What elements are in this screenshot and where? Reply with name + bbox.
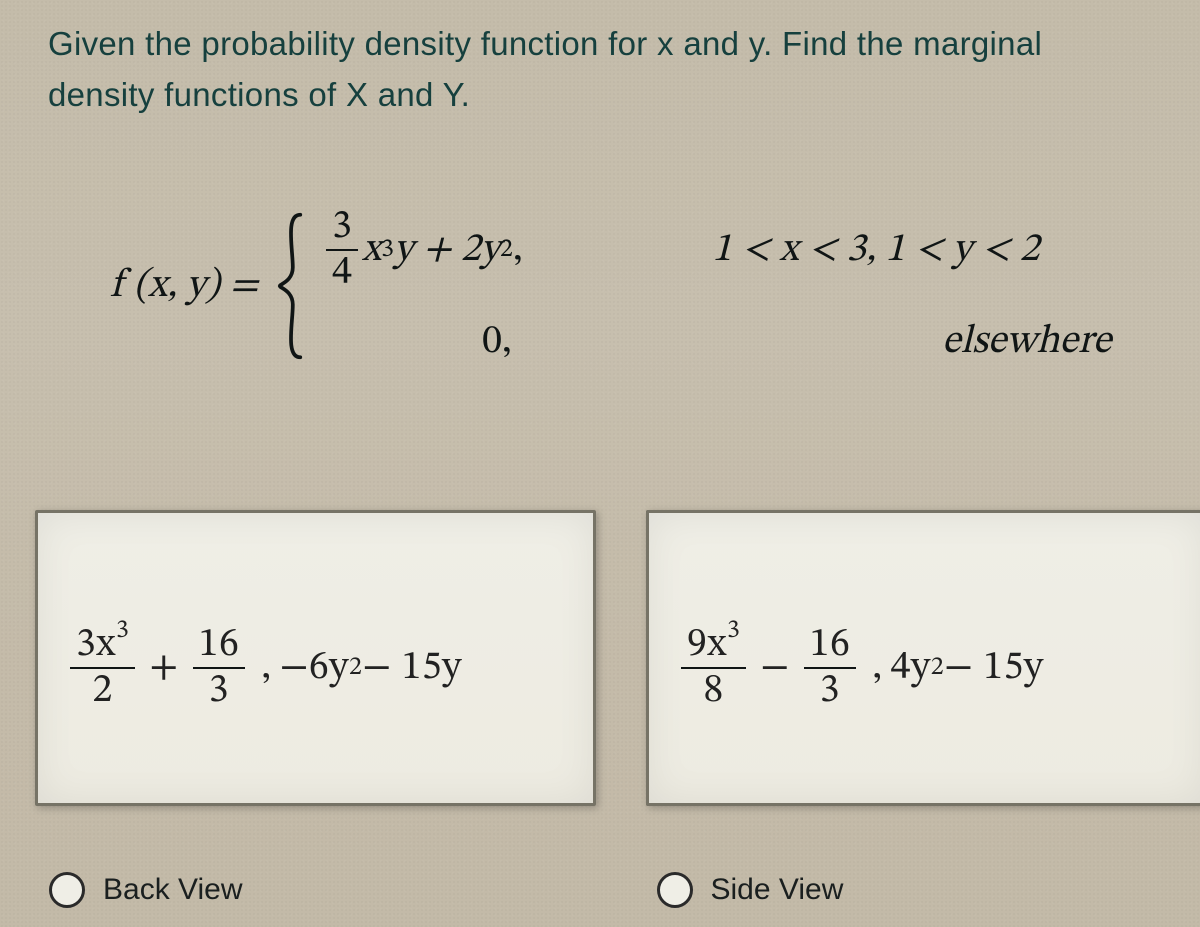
option-row-1[interactable]: Back View (35, 872, 593, 908)
pdf-case2-condition: elsewhere (872, 317, 1111, 367)
pdf-case-1: 3 4 x3y + 2y2, 1 < x < 3, 1 < y < 2 (322, 205, 1111, 295)
option-1-label: Back View (103, 873, 243, 907)
question-text: Given the probability density function f… (48, 18, 1160, 120)
pdf-zero: 0, (482, 317, 512, 367)
pdf-case-2: 0, elsewhere (322, 317, 1111, 367)
fraction-3-4: 3 4 (326, 205, 358, 295)
pdf-lhs: f (x, y) = (110, 261, 258, 311)
question-line2: density functions of X and Y. (48, 76, 470, 113)
option-card-1: 3x3 2 + 16 3 , −6y2 − 15y (35, 510, 596, 806)
pdf-case1-condition: 1 < x < 3, 1 < y < 2 (712, 225, 1039, 275)
option-row-2[interactable]: Side View (643, 872, 1200, 908)
option-2-label: Side View (711, 873, 844, 907)
radio-icon[interactable] (657, 872, 693, 908)
radio-icon[interactable] (49, 872, 85, 908)
question-line1: Given the probability density function f… (48, 25, 1042, 62)
option-card-2: 9x3 8 − 16 3 , 4y2 − 15y (646, 510, 1200, 806)
left-brace-icon (276, 211, 304, 361)
option-1-math: 3x3 2 + 16 3 , −6y2 − 15y (66, 623, 583, 713)
option-2-math: 9x3 8 − 16 3 , 4y2 − 15y (677, 623, 1194, 713)
pdf-equation: f (x, y) = 3 4 x3y + 2y2, 1 < x < 3, 1 <… (110, 205, 1170, 367)
